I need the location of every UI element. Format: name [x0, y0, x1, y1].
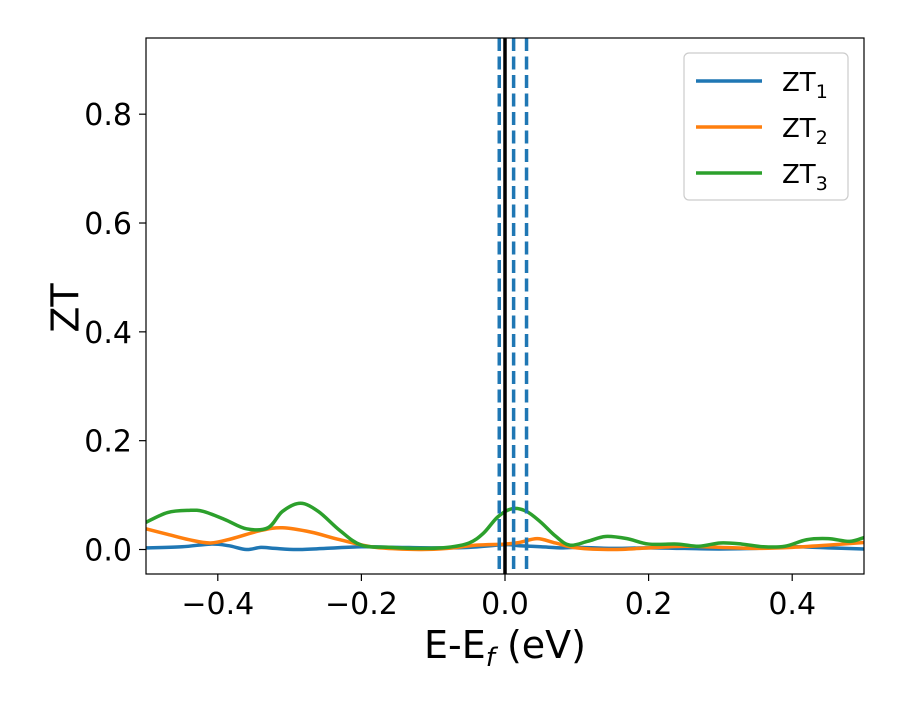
y-axis-ticks: 0.0 0.2 0.4 0.6 0.8: [84, 98, 146, 569]
fermi-level-markers: [497, 38, 529, 574]
x-tick-label: −0.4: [181, 587, 254, 622]
x-tick-label: 0.4: [768, 587, 816, 622]
legend-label-zt2: ZT2: [782, 114, 828, 149]
x-axis-ticks: −0.4 −0.2 0.0 0.2 0.4: [181, 574, 816, 622]
x-axis-title: E-Ef (eV): [424, 623, 586, 673]
x-tick-label: 0.2: [625, 587, 673, 622]
y-tick-label: 0.8: [84, 98, 132, 133]
y-tick-label: 0.6: [84, 207, 132, 242]
y-axis-title: ZT: [44, 283, 88, 333]
y-tick-label: 0.2: [84, 425, 132, 460]
x-tick-label: −0.2: [325, 587, 398, 622]
y-tick-label: 0.4: [84, 316, 132, 351]
legend-label-zt3: ZT3: [782, 160, 828, 195]
x-tick-label: 0.0: [481, 587, 529, 622]
legend: ZT1 ZT2 ZT3: [683, 52, 849, 201]
y-tick-label: 0.0: [84, 534, 132, 569]
legend-label-zt1: ZT1: [782, 68, 828, 103]
series-line-zt2: [146, 525, 864, 552]
legend-box: [683, 52, 849, 201]
